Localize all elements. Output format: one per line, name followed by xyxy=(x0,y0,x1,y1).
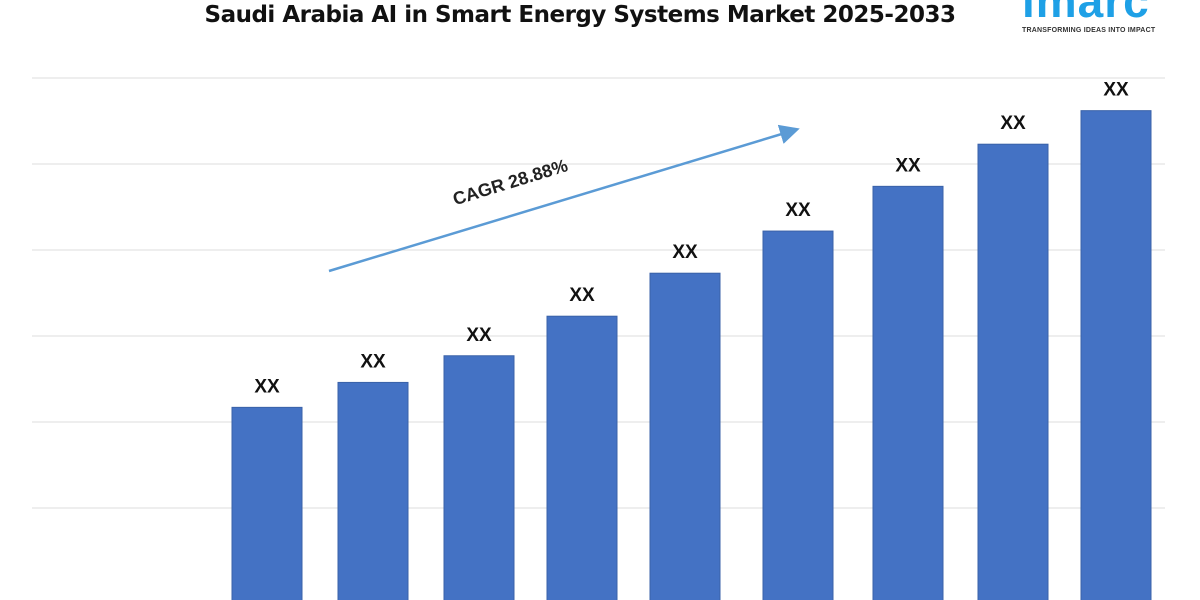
data-label: XX xyxy=(1103,80,1129,101)
data-label: XX xyxy=(254,376,280,397)
data-label: XX xyxy=(785,200,811,221)
bar xyxy=(977,143,1049,600)
logo-mark: imarc xyxy=(1022,0,1150,27)
data-label: XX xyxy=(569,285,595,306)
data-label: XX xyxy=(672,242,698,263)
bar xyxy=(443,355,515,600)
bar xyxy=(872,185,944,600)
data-label: XX xyxy=(895,155,921,176)
logo-tagline: TRANSFORMING IDEAS INTO IMPACT xyxy=(1022,27,1156,34)
bar xyxy=(649,272,721,600)
bar xyxy=(762,230,834,600)
bar xyxy=(231,406,303,600)
bar xyxy=(337,381,409,600)
bar xyxy=(546,315,618,600)
chart-title: Saudi Arabia AI in Smart Energy Systems … xyxy=(204,2,956,28)
data-label: XX xyxy=(360,351,386,372)
cagr-label: CAGR 28.88% xyxy=(450,155,570,209)
bar xyxy=(1080,110,1152,600)
data-label: XX xyxy=(1000,113,1026,134)
imarc-logo: imarc TRANSFORMING IDEAS INTO IMPACT xyxy=(1022,0,1192,34)
data-label: XX xyxy=(466,325,492,346)
cagr-arrow xyxy=(328,124,800,273)
